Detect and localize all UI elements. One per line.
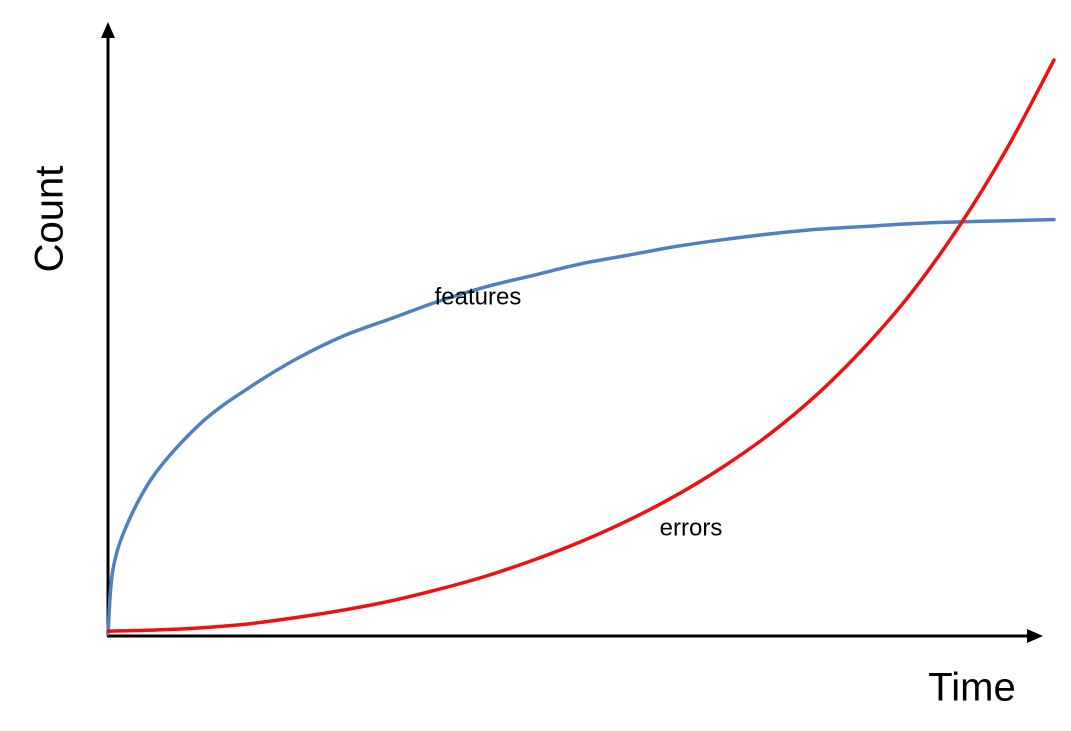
x-axis-label: Time	[928, 666, 1015, 710]
series-line-errors	[106, 58, 1056, 633]
series-line-features	[106, 217, 1056, 636]
series-label-features: features	[435, 283, 522, 310]
y-axis-label: Count	[28, 166, 72, 273]
x-axis-arrow-icon	[1027, 629, 1043, 643]
y-axis-arrow-icon	[101, 22, 115, 38]
series-label-errors: errors	[660, 514, 723, 541]
